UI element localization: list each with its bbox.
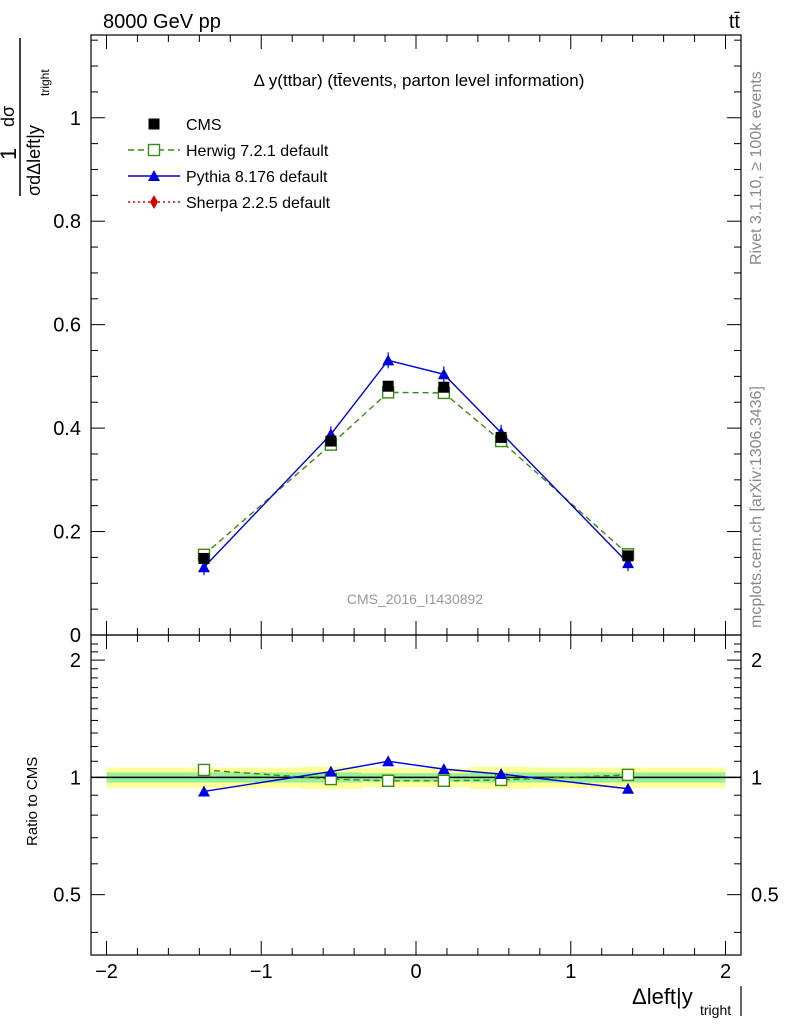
pythia-main-point [382, 354, 395, 366]
ratio-y-tick-label-right: 1 [751, 767, 762, 789]
ratio-y-tick-label: 2 [70, 650, 81, 672]
herwig-ratio-point [381, 774, 395, 788]
main-y-tick-label: 0.6 [53, 315, 81, 337]
main-y-tick-label: 0.4 [53, 418, 81, 440]
cms-main-point [382, 380, 394, 392]
ratio-y-tick-label-right: 0.5 [751, 885, 779, 907]
x-tick-label: 1 [565, 961, 576, 983]
mcplots-label: mcplots.cern.ch [arXiv:1306.3436] [748, 386, 765, 628]
x-tick-label: 2 [720, 961, 731, 983]
x-axis-title-main: Δleft|y [632, 984, 693, 1009]
pythia-main-point [622, 557, 635, 569]
rivet-version-label: Rivet 3.1.10, ≥ 100k events [748, 71, 765, 265]
ratio-y-tick-label: 0.5 [53, 885, 81, 907]
cms-main-point [438, 381, 450, 393]
pythia-legend-marker [148, 170, 160, 181]
pythia-ratio-point [324, 765, 337, 777]
ratio-plot-frame [90, 634, 742, 956]
cms-legend-marker [148, 118, 160, 130]
x-axis-title: Δleft|y tright [632, 984, 742, 1018]
cms-main-point [495, 431, 507, 443]
y-axis-title-num: dσ [0, 106, 18, 127]
herwig-legend-marker [147, 143, 161, 157]
main-y-tick-label: 0 [70, 625, 81, 647]
pythia-ratio-point [197, 785, 210, 797]
y-axis-title-den: σdΔleft|y [24, 125, 44, 196]
pythia-legend-label: Pythia 8.176 default [186, 169, 328, 186]
pythia-ratio-point [437, 763, 450, 775]
cms-main-point [198, 552, 210, 564]
y-axis-title-ratio: Ratio to CMS [24, 757, 41, 846]
ratio-y-tick-label-right: 2 [751, 650, 762, 672]
x-tick-label: −2 [95, 961, 118, 983]
sherpa-legend-label: Sherpa 2.2.5 default [186, 195, 331, 212]
pythia-main-point [197, 561, 210, 573]
pythia-main-point [437, 368, 450, 380]
x-axis-title-sub: tright [700, 1002, 731, 1018]
cms-main-point [325, 435, 337, 447]
y-axis-title-main: 1 dσ σdΔleft|y tright [0, 38, 52, 196]
pythia-ratio-line [203, 760, 629, 793]
main-y-tick-label: 0.8 [53, 211, 81, 233]
main-y-tick-label: 0.2 [53, 522, 81, 544]
herwig-legend-label: Herwig 7.2.1 default [186, 143, 329, 160]
herwig-ratio-line [203, 769, 629, 782]
cms-legend-label: CMS [186, 117, 222, 134]
herwig-ratio-point [621, 768, 635, 782]
collision-label: 8000 GeV pp [103, 11, 221, 33]
sherpa-legend-marker [150, 195, 158, 209]
ratio-y-tick-label: 1 [70, 767, 81, 789]
herwig-ratio-point [437, 774, 451, 788]
x-tick-label: −1 [250, 961, 273, 983]
watermark-text: CMS_2016_I1430892 [347, 591, 483, 607]
main-y-tick-label: 1 [70, 108, 81, 130]
cms-main-point [622, 550, 634, 562]
pythia-ratio-point [382, 755, 395, 767]
herwig-ratio-point [197, 763, 211, 777]
pythia-main-line [203, 359, 629, 568]
x-tick-label: 0 [410, 961, 421, 983]
plot-title: Δ y(ttbar) (tt̄events, parton level info… [254, 71, 585, 90]
y-axis-title-one: 1 [0, 148, 21, 160]
pythia-ratio-point [622, 782, 635, 794]
process-label: tt̄ [729, 11, 741, 33]
herwig-main-line [203, 391, 629, 556]
y-axis-title-sub: tright [38, 69, 52, 96]
pythia-ratio-point [495, 768, 508, 780]
